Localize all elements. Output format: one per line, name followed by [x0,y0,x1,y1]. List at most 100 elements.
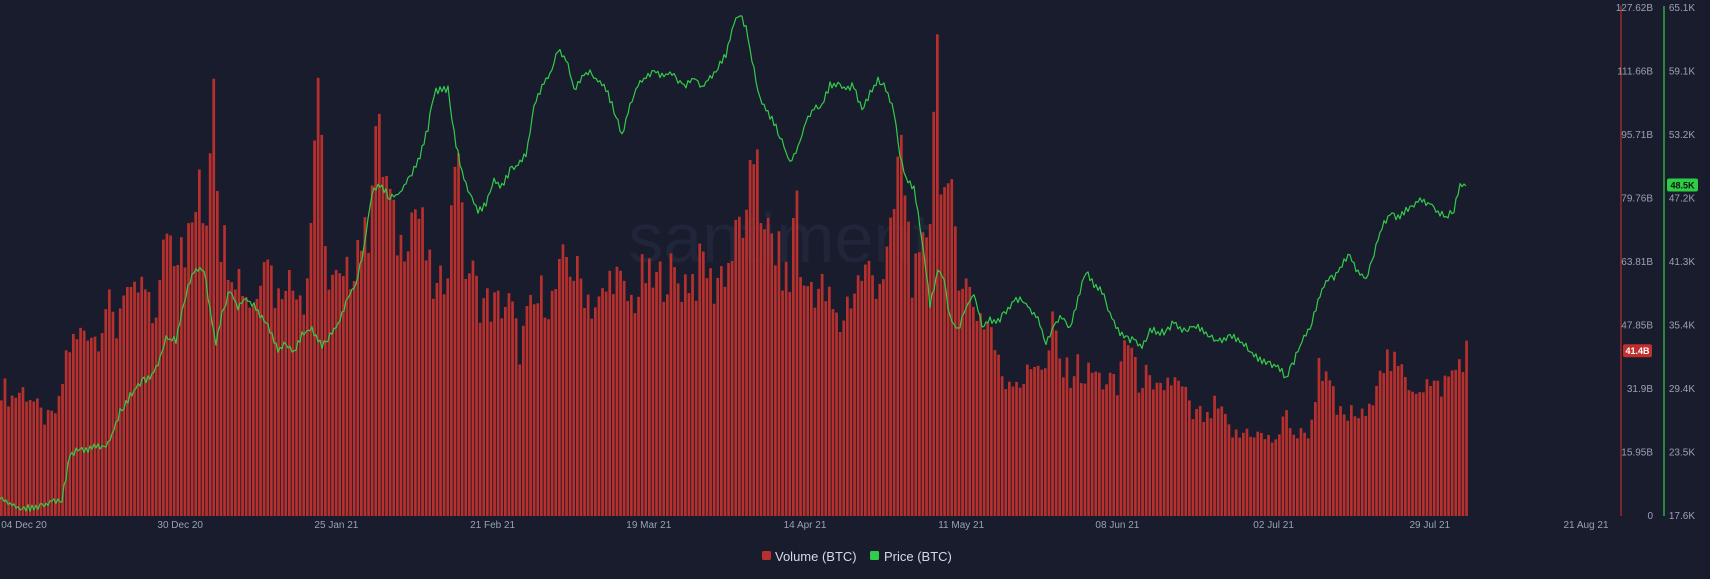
volume-bar [720,266,723,516]
volume-bar [648,258,651,516]
volume-bar [378,113,381,516]
volume-bar [907,221,910,516]
volume-bar [1094,371,1098,516]
volume-bar [1414,393,1418,516]
volume-bar [622,280,626,516]
volume-bar [1267,434,1270,516]
x-tick-label: 21 Aug 21 [1563,520,1608,531]
volume-bar [64,350,68,516]
volume-bar [3,378,7,516]
legend-volume-label[interactable]: Volume (BTC) [775,549,857,564]
volume-bar [889,217,892,516]
volume-bar [752,164,756,516]
volume-bar [572,280,576,516]
volume-bar [367,252,370,516]
volume-bar [612,294,615,516]
volume-bar [1191,419,1195,516]
volume-bar [327,289,331,516]
volume-bar [673,267,676,516]
volume-bar [961,288,964,516]
volume-bar [1231,437,1234,516]
volume-bar [1087,362,1090,516]
volume-bar [1465,340,1468,516]
volume-bar [1213,395,1216,516]
volume-bar [543,317,547,516]
volume-bar [828,286,831,516]
volume-bar [1328,380,1332,516]
axes-layer: 0 15.95B 31.9B 47.85B 63.81B 79.76B 95.71B 111.… [1,3,1698,531]
volume-bar [1335,414,1339,516]
volume-bar [1227,424,1231,516]
volume-bar [403,261,406,516]
volume-bar [18,392,21,516]
volume-bar [464,278,468,516]
volume-bars [0,34,1468,517]
volume-bar [234,289,237,516]
volume-bar [1393,351,1396,516]
volume-bar [104,309,108,516]
volume-bar [565,256,568,516]
volume-tick-label: 127.62B [1616,3,1654,14]
volume-bar [745,209,748,517]
volume-bar [406,251,410,516]
volume-bar [1137,392,1141,516]
volume-bar [1350,405,1353,516]
volume-bar [471,260,475,516]
volume-bar [1461,372,1465,516]
volume-bar [972,306,975,516]
volume-bar [691,274,694,516]
volume-bar [910,297,914,516]
volume-bar [410,212,414,517]
volume-bar [1447,376,1450,516]
volume-bar [738,216,741,516]
volume-bar [1411,391,1414,516]
price-tick-label: 53.2K [1669,130,1695,141]
volume-bar [536,303,540,516]
volume-bar [421,207,424,517]
volume-bar [1450,370,1454,516]
volume-bar [777,231,781,517]
volume-bar [1303,432,1306,516]
volume-bar [831,309,835,516]
volume-bar [1288,428,1292,516]
volume-bar [32,401,36,516]
volume-bar [93,336,97,516]
volume-bar [97,351,100,516]
volume-bar [770,233,774,516]
volume-bar [1148,375,1152,516]
volume-bar [1004,389,1008,516]
volume-bar [936,34,939,516]
volume-bar [198,169,201,517]
volume-bar [946,183,950,516]
x-tick-label: 04 Dec 20 [1,520,47,531]
legend-price-label[interactable]: Price (BTC) [884,549,952,564]
volume-bar [842,320,846,516]
volume-bar [1184,386,1188,516]
volume-bar [1425,379,1429,516]
volume-bar [550,290,554,516]
volume-bar [986,322,990,516]
volume-bar [554,289,558,516]
volume-bar [640,254,644,516]
volume-bar [82,330,86,516]
volume-bar [993,350,997,516]
volume-bar [1389,370,1393,516]
volume-bar [1274,439,1278,516]
volume-bar [46,409,50,516]
volume-bar [385,175,388,516]
volume-bar [1058,358,1062,516]
volume-bar [784,261,788,516]
volume-bar [1375,385,1378,516]
volume-bar [702,251,705,516]
volume-bar [1454,369,1458,516]
volume-bar [1371,405,1375,516]
volume-bar [154,317,158,516]
volume-bar [1292,434,1296,516]
volume-tick-label: 0 [1647,511,1653,522]
volume-bar [655,271,658,516]
volume-bar [525,306,529,516]
volume-bar [748,160,752,516]
volume-bar [284,290,288,516]
volume-bar [298,295,302,516]
